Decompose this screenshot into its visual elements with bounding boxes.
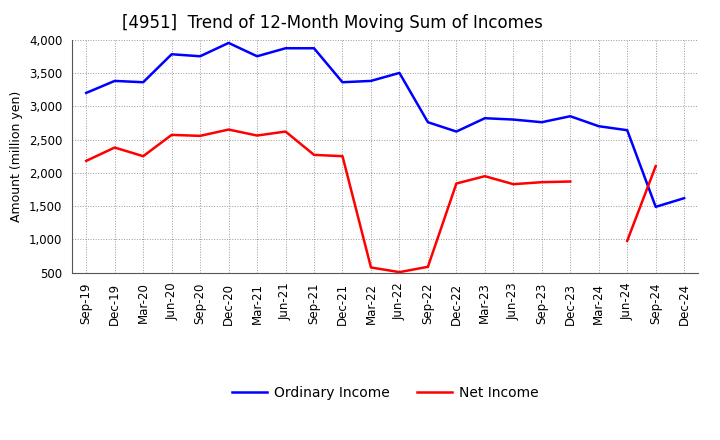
Ordinary Income — [82, 90, 91, 95]
Net Income — [623, 238, 631, 243]
Net Income — [196, 133, 204, 139]
Ordinary Income — [452, 129, 461, 134]
Ordinary Income — [537, 120, 546, 125]
Net Income — [110, 145, 119, 150]
Ordinary Income — [282, 46, 290, 51]
Y-axis label: Amount (million yen): Amount (million yen) — [10, 91, 23, 222]
Net Income — [652, 164, 660, 169]
Ordinary Income — [509, 117, 518, 122]
Ordinary Income — [253, 54, 261, 59]
Net Income — [452, 181, 461, 186]
Ordinary Income — [623, 128, 631, 133]
Ordinary Income — [310, 46, 318, 51]
Ordinary Income — [225, 40, 233, 46]
Legend: Ordinary Income, Net Income: Ordinary Income, Net Income — [226, 381, 544, 406]
Net Income — [423, 264, 432, 269]
Net Income — [253, 133, 261, 138]
Ordinary Income — [110, 78, 119, 84]
Net Income — [338, 154, 347, 159]
Ordinary Income — [480, 116, 489, 121]
Ordinary Income — [366, 78, 375, 84]
Net Income — [82, 158, 91, 164]
Net Income — [366, 265, 375, 270]
Net Income — [225, 127, 233, 132]
Line: Ordinary Income: Ordinary Income — [86, 43, 684, 207]
Ordinary Income — [167, 51, 176, 57]
Net Income — [167, 132, 176, 138]
Net Income — [282, 129, 290, 134]
Net Income — [566, 179, 575, 184]
Ordinary Income — [338, 80, 347, 85]
Line: Net Income: Net Income — [86, 129, 656, 272]
Net Income — [139, 154, 148, 159]
Ordinary Income — [423, 120, 432, 125]
Net Income — [395, 269, 404, 275]
Net Income — [509, 182, 518, 187]
Ordinary Income — [652, 204, 660, 209]
Text: [4951]  Trend of 12-Month Moving Sum of Incomes: [4951] Trend of 12-Month Moving Sum of I… — [122, 15, 543, 33]
Ordinary Income — [139, 80, 148, 85]
Ordinary Income — [680, 195, 688, 201]
Ordinary Income — [595, 124, 603, 129]
Net Income — [480, 173, 489, 179]
Ordinary Income — [395, 70, 404, 76]
Ordinary Income — [566, 114, 575, 119]
Ordinary Income — [196, 54, 204, 59]
Net Income — [537, 180, 546, 185]
Net Income — [310, 152, 318, 158]
